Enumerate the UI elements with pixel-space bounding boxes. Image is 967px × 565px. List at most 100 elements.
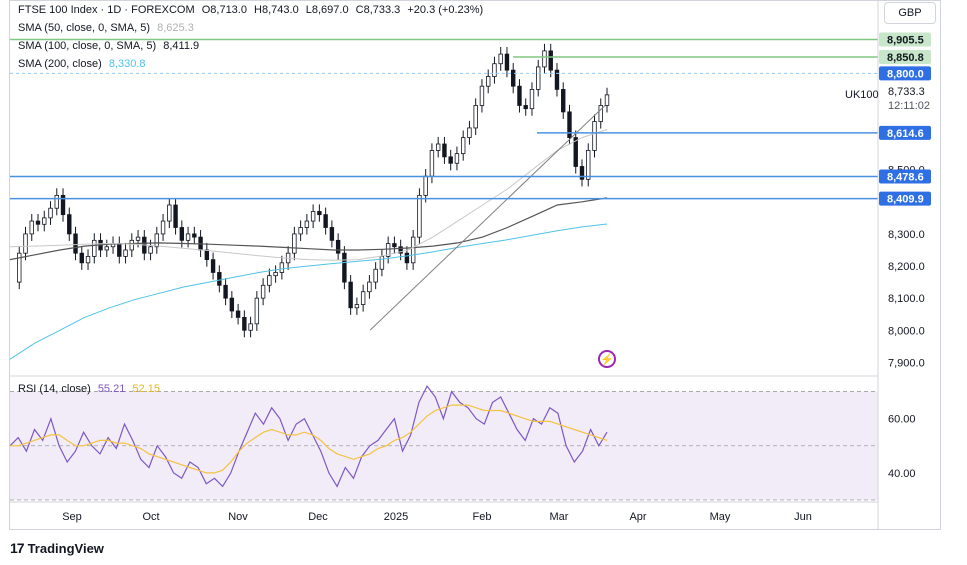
ohlc-low: L8,697.0 [305, 4, 349, 16]
candle-body [429, 150, 435, 177]
candle-body [167, 204, 172, 222]
candle-body [148, 246, 153, 254]
rsi-tick-label: 60.00 [888, 414, 916, 426]
candle-body [217, 272, 222, 286]
symbol-legend: FTSE 100 Index · 1D · FOREXCOM O8,713.0 … [18, 4, 487, 16]
sma200-value: 8,330.8 [108, 58, 146, 70]
candle-body [135, 236, 141, 241]
candle-body [229, 297, 235, 312]
candle-body [567, 111, 572, 138]
sma100-value: 8,411.9 [163, 40, 200, 52]
x-tick-label: 2025 [384, 511, 408, 523]
candle-body [573, 137, 578, 167]
chart-canvas[interactable]: SepOctNovDec2025FebMarAprMayJun8,500.08,… [0, 0, 967, 530]
tradingview-mark-icon: 17 [10, 540, 25, 556]
candle-body [185, 233, 191, 241]
x-tick-label: Jun [794, 511, 812, 523]
rsi-legend[interactable]: RSI (14, close) 55.21 52.15 [18, 383, 164, 395]
candle-body [104, 246, 109, 251]
sma100-line [9, 197, 608, 261]
candle-body [179, 227, 185, 241]
candle-body [242, 317, 247, 331]
candle-body [354, 304, 360, 309]
candle-body [385, 243, 391, 257]
sma200-label: SMA (200, close) [18, 58, 102, 70]
y-tick-label: 8,000.0 [888, 325, 925, 337]
rsi-line [9, 384, 608, 488]
candle-body [117, 243, 122, 257]
candle-body [223, 284, 228, 299]
candle-body [29, 220, 34, 235]
price-badge [879, 169, 931, 184]
sma50-legend[interactable]: SMA (50, close, 0, SMA, 5) 8,625.3 [18, 22, 198, 34]
price-badge [879, 125, 931, 140]
flash-icon[interactable]: ⚡ [598, 350, 616, 368]
chart-frame [9, 0, 941, 530]
candle-body [379, 255, 385, 270]
ohlc-close: C8,733.3 [355, 4, 401, 16]
y-tick-label: 8,200.0 [888, 261, 925, 273]
candle-body [360, 291, 366, 305]
tradingview-logo[interactable]: 17 TradingView [10, 540, 104, 556]
ohlc-high: H8,743.0 [254, 4, 299, 16]
candle-body [504, 53, 510, 71]
candle-body [473, 105, 478, 129]
candle-body [592, 121, 597, 151]
price-badge-label: 8,905.5 [887, 34, 924, 46]
candle-body [273, 272, 278, 277]
ohlc-change: +20.3 (+0.23%) [407, 4, 484, 16]
y-tick-label: 8,300.0 [888, 229, 925, 241]
rsi-pane [9, 384, 878, 501]
candle-body [298, 227, 303, 235]
candle-body [542, 50, 547, 68]
candle-body [448, 156, 453, 164]
candle-body [310, 211, 316, 222]
candle-body [442, 143, 447, 158]
candle-body [548, 50, 553, 71]
rsi-label: RSI (14, close) [18, 383, 91, 395]
candle-body [204, 249, 210, 261]
candle-body [373, 268, 378, 283]
candle-body [235, 310, 241, 318]
candle-body [317, 211, 322, 216]
sma50-label: SMA (50, close, 0, SMA, 5) [18, 22, 151, 34]
symbol-title: FTSE 100 Index · 1D · FOREXCOM [18, 4, 195, 16]
x-tick-label: Sep [62, 511, 82, 523]
candle-body [123, 249, 128, 257]
currency-button[interactable]: GBP [884, 2, 936, 24]
price-badge [879, 66, 931, 81]
y-tick-label: 8,100.0 [888, 293, 925, 305]
candle-body [60, 194, 66, 216]
candle-body [529, 89, 535, 110]
candle-body [423, 175, 428, 196]
candle-body [485, 76, 491, 87]
candle-body [267, 275, 272, 286]
candle-body [479, 85, 485, 106]
candle-body [23, 233, 28, 254]
price-badge [879, 32, 931, 47]
x-tick-label: Nov [228, 511, 248, 523]
y-tick-label: 7,900.0 [888, 357, 925, 369]
candle-body [554, 69, 560, 90]
sma100-legend[interactable]: SMA (100, close, 0, SMA, 5) 8,411.9 [18, 40, 203, 52]
x-tick-label: Apr [629, 511, 646, 523]
candle-body [348, 281, 353, 309]
candle-body [67, 214, 72, 235]
candle-countdown: 12:11:02 [888, 100, 931, 112]
sma200-legend[interactable]: SMA (200, close) 8,330.8 [18, 58, 150, 70]
candle-body [48, 207, 53, 219]
sma50-value: 8,625.3 [157, 22, 194, 34]
candle-body [454, 153, 460, 164]
candle-body [248, 323, 253, 331]
candle-body [435, 143, 441, 151]
candle-body [73, 233, 78, 254]
candle-body [154, 233, 160, 248]
trendline [369, 105, 606, 331]
candle-body [467, 127, 472, 138]
candle-body [35, 220, 41, 225]
x-tick-label: Dec [308, 511, 328, 523]
candle-body [460, 137, 466, 155]
candle-body [586, 150, 591, 180]
candle-body [536, 66, 541, 90]
x-tick-label: Mar [550, 511, 569, 523]
